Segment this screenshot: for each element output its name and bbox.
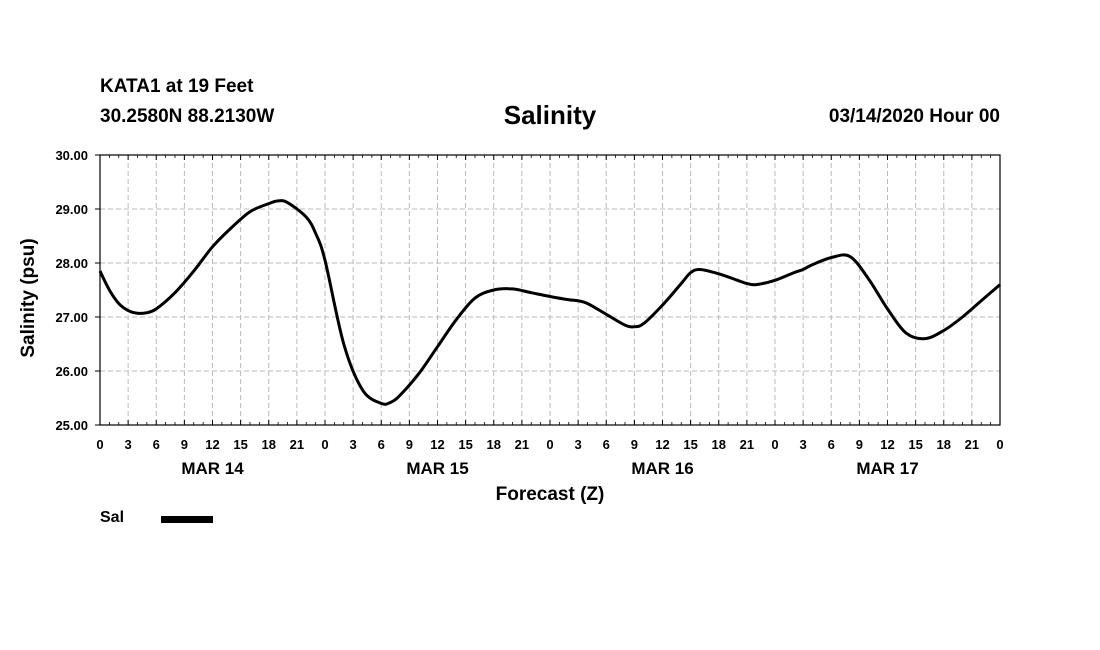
y-tick-label: 27.00 — [55, 310, 88, 325]
forecast-timestamp: 03/14/2020 Hour 00 — [828, 106, 1000, 127]
y-axis-title: Salinity (psu) — [18, 238, 39, 357]
x-tick-label: 21 — [515, 437, 529, 452]
x-tick-label: 18 — [937, 437, 951, 452]
x-tick-label: 12 — [880, 437, 894, 452]
x-tick-label: 18 — [262, 437, 276, 452]
x-tick-label: 21 — [740, 437, 754, 452]
legend-swatch — [161, 516, 213, 523]
x-tick-label: 0 — [546, 437, 553, 452]
y-tick-label: 30.00 — [55, 148, 88, 163]
x-tick-label: 15 — [683, 437, 697, 452]
x-tick-label: 3 — [125, 437, 132, 452]
chart-title: Salinity — [0, 100, 1100, 131]
station-label: KATA1 at 19 Feet — [100, 76, 254, 97]
legend-label: Sal — [100, 509, 125, 526]
x-tick-label: 21 — [290, 437, 304, 452]
x-tick-label: 18 — [712, 437, 726, 452]
x-tick-label: 15 — [908, 437, 922, 452]
x-tick-label: 12 — [430, 437, 444, 452]
x-tick-label: 9 — [856, 437, 863, 452]
x-axis-title: Forecast (Z) — [496, 484, 605, 505]
chart-title-text: Salinity — [503, 100, 597, 130]
day-label: MAR 16 — [631, 459, 693, 478]
x-tick-label: 6 — [153, 437, 160, 452]
x-tick-label: 6 — [828, 437, 835, 452]
x-tick-label: 3 — [350, 437, 357, 452]
x-tick-label: 0 — [96, 437, 103, 452]
day-label: MAR 15 — [406, 459, 468, 478]
coordinates-label: 30.2580N 88.2130W — [100, 106, 275, 127]
x-tick-label: 21 — [965, 437, 979, 452]
x-tick-label: 0 — [996, 437, 1003, 452]
x-tick-label: 12 — [655, 437, 669, 452]
x-tick-label: 18 — [487, 437, 501, 452]
x-tick-label: 15 — [458, 437, 472, 452]
x-tick-label: 9 — [181, 437, 188, 452]
y-tick-label: 25.00 — [55, 418, 88, 433]
x-tick-label: 0 — [771, 437, 778, 452]
x-tick-label: 6 — [378, 437, 385, 452]
y-tick-label: 26.00 — [55, 364, 88, 379]
y-tick-label: 29.00 — [55, 202, 88, 217]
series-line-sal — [98, 199, 1001, 406]
x-tick-label: 0 — [321, 437, 328, 452]
y-tick-label: 28.00 — [55, 256, 88, 271]
day-label: MAR 14 — [181, 459, 244, 478]
x-tick-label: 3 — [800, 437, 807, 452]
x-tick-label: 15 — [233, 437, 247, 452]
day-label: MAR 17 — [856, 459, 918, 478]
x-tick-label: 9 — [631, 437, 638, 452]
x-tick-label: 6 — [603, 437, 610, 452]
x-tick-label: 9 — [406, 437, 413, 452]
x-tick-label: 3 — [575, 437, 582, 452]
x-tick-label: 12 — [205, 437, 219, 452]
